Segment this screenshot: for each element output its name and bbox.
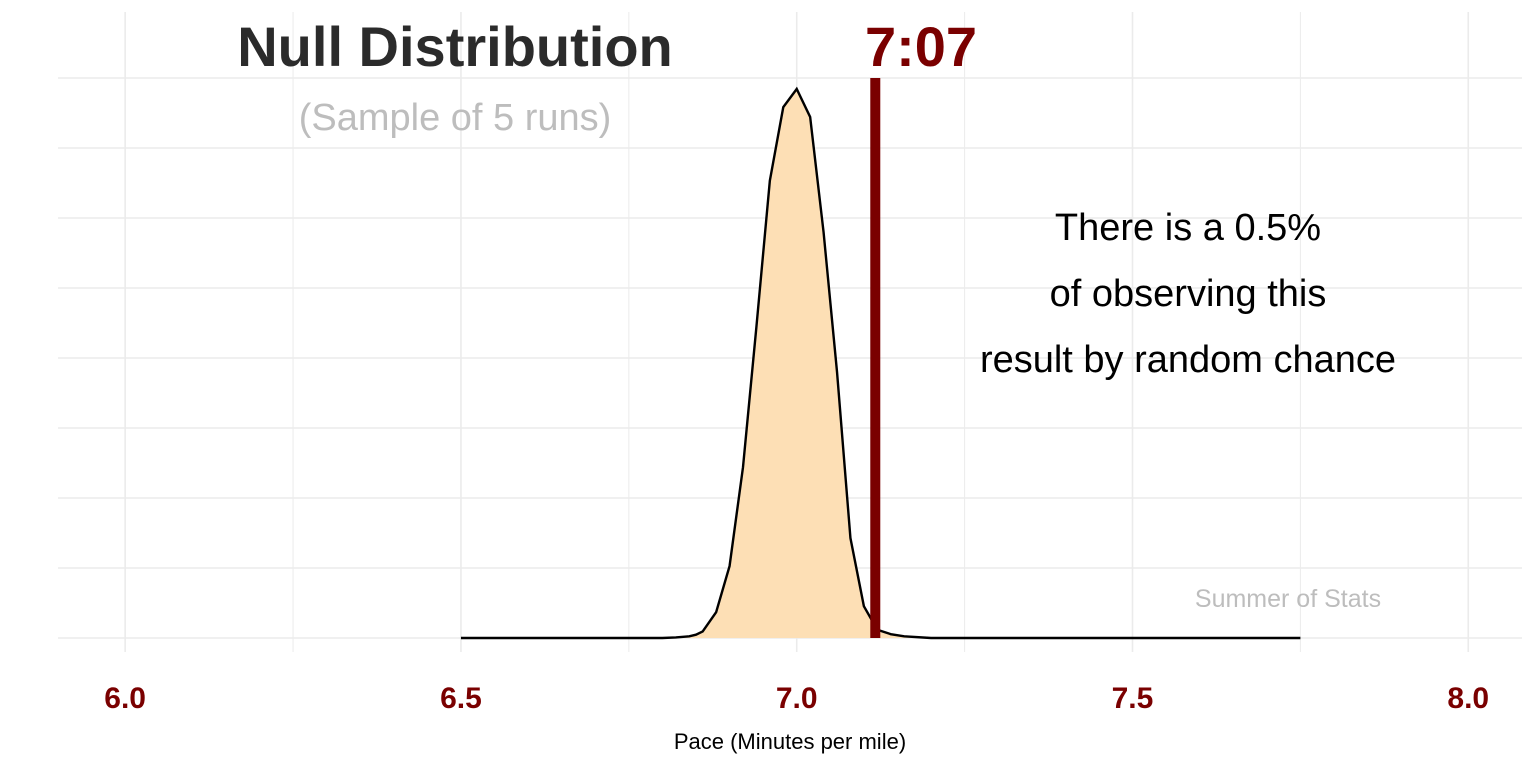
- density-outline: [460, 86, 1301, 640]
- chart-subtitle: (Sample of 5 runs): [299, 97, 612, 139]
- annotation-line-3: result by random chance: [980, 339, 1396, 381]
- observed-value-label: 7:07: [865, 15, 977, 78]
- watermark: Summer of Stats: [1195, 585, 1381, 613]
- x-axis-ticks: 6.0 6.5 7.0 7.5 8.0: [104, 682, 1489, 715]
- annotation-line-1: There is a 0.5%: [1055, 207, 1321, 249]
- x-tick-label: 8.0: [1447, 682, 1489, 715]
- x-axis-title: Pace (Minutes per mile): [674, 729, 906, 754]
- x-tick-label: 7.0: [776, 682, 818, 715]
- x-tick-label: 7.5: [1112, 682, 1154, 715]
- chart-title: Null Distribution: [237, 15, 673, 78]
- x-tick-label: 6.0: [104, 682, 146, 715]
- x-tick-label: 6.5: [440, 682, 482, 715]
- annotation-line-2: of observing this: [1050, 273, 1327, 315]
